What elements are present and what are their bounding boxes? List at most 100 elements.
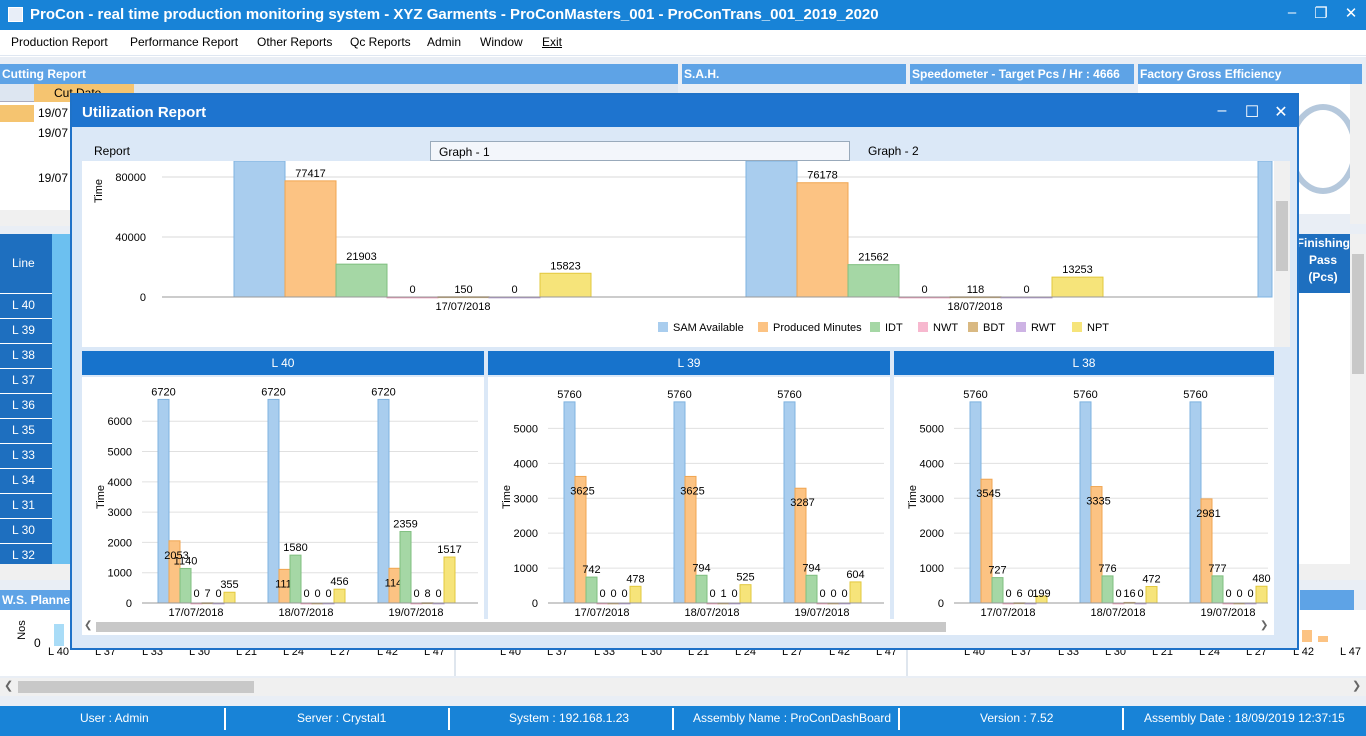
bar [796,182,849,298]
lines-hscrollbar[interactable] [0,564,70,580]
menu-production-report[interactable]: Production Report [11,35,108,49]
bar [805,574,818,604]
bar-value-label: 478 [626,573,644,585]
ytick-label: 6000 [108,416,132,428]
ytick-label: 3000 [514,493,538,505]
bar-value-label: 525 [736,572,754,584]
legend-label: NPT [1087,322,1109,334]
bar-value-label: 0 [819,588,825,600]
line-item[interactable]: L 31 [0,494,52,519]
bar [289,554,302,604]
bar-value-label: 0 [1023,284,1029,296]
status-system: System : 192.168.1.23 [509,711,630,725]
bar-value-label: 6720 [371,386,395,398]
dialog-close-icon[interactable]: ✕ [1274,104,1288,121]
bar-value-label: 5760 [557,389,581,401]
menu-window[interactable]: Window [480,35,523,49]
bar-value-label: 0 [303,588,309,600]
bar-value-label: 0 [409,284,415,296]
cutting-hscrollbar[interactable] [0,210,70,226]
legend-label: RWT [1031,322,1056,334]
bar-value-label: 0 [841,588,847,600]
menu-qc-reports[interactable]: Qc Reports [350,35,411,49]
bar-value-label: 5760 [1073,389,1097,401]
dialog-hscrollbar[interactable]: ❮ ❯ [82,619,1274,635]
bar-value-label: 6 [1016,588,1022,600]
finishing-header: Finishing Pass (Pcs) [1296,234,1350,294]
dialog-maximize-icon[interactable]: ☐ [1244,104,1260,121]
main-hscrollbar[interactable]: ❮ ❯ [0,678,1366,696]
status-assembly-name: Assembly Name : ProConDashBoard [693,711,892,725]
dialog-title: Utilization Report [82,104,207,121]
xtick-label: 17/07/2018 [574,607,629,619]
menu-performance-report[interactable]: Performance Report [130,35,239,49]
legend-swatch [918,322,928,332]
xtick-label: 19/07/2018 [388,607,443,619]
dialog-minimize-icon[interactable]: – [1217,102,1227,119]
line-item[interactable]: L 39 [0,319,52,344]
right-vscrollbar-top[interactable] [1350,84,1366,224]
right-vscrollbar[interactable] [1350,234,1366,564]
minimize-icon[interactable]: – [1287,4,1297,21]
bar-value-label: 5760 [777,389,801,401]
line-item[interactable]: L 33 [0,444,52,469]
lines-hscrollbar-right[interactable] [1296,564,1366,580]
bar [695,574,708,604]
bar-value-label: 0 [1247,588,1253,600]
line-item[interactable]: L 34 [0,469,52,494]
legend-label: NWT [933,322,958,334]
summary-vscrollbar[interactable] [1274,161,1290,347]
bar-value-label: 5760 [963,389,987,401]
bar-value-label: 6720 [261,386,285,398]
bar-value-label: 8 [424,588,430,600]
bar-value-label: 480 [1252,573,1270,585]
line-item[interactable]: L 37 [0,369,52,394]
restore-icon[interactable]: ❐ [1314,5,1328,22]
bar-value-label: 76178 [807,170,838,182]
bar-value-label: 0 [1115,588,1121,600]
ws-xtick-label: L 47 [1340,646,1362,658]
menu-admin[interactable]: Admin [427,35,462,49]
xtick-label: 17/07/2018 [168,607,223,619]
legend-swatch [1016,322,1026,332]
bar-value-label: 3545 [976,488,1000,500]
line-item[interactable]: L 35 [0,419,52,444]
close-icon[interactable]: ✕ [1344,5,1358,22]
line-item[interactable]: L 40 [0,294,52,319]
menu-exit[interactable]: Exit [542,35,563,49]
tab-graph-2[interactable]: Graph - 2 [868,144,919,158]
ytick-label: 1000 [514,563,538,575]
line-item[interactable]: L 38 [0,344,52,369]
bar-value-label: 776 [1098,563,1116,575]
tab-report[interactable]: Report [94,144,131,158]
bar-value-label: 5760 [1183,389,1207,401]
bar [1051,276,1104,298]
line-item[interactable]: L 30 [0,519,52,544]
bar-value-label: 0 [1225,588,1231,600]
bar [267,398,280,604]
bar [179,567,192,604]
line-item[interactable]: L 36 [0,394,52,419]
sah-header: S.A.H. [682,64,906,84]
bar [847,264,900,298]
xtick-label: 17/07/2018 [980,607,1035,619]
legend-label: Produced Minutes [773,322,862,334]
dialog-title-bar: Utilization Report – ☐ ✕ [72,95,1297,127]
y-axis-label: Time [907,485,919,509]
finishing-values [1296,294,1350,564]
legend-swatch [658,322,668,332]
factory-efficiency-header: Factory Gross Efficiency [1138,64,1362,84]
line-chart-l40: 0 1000 2000 3000 4000 5000 6000 Time 6720 2053114… [95,386,478,619]
menu-other-reports[interactable]: Other Reports [257,35,333,49]
bar-value-label: 3625 [570,485,594,497]
bar [284,180,337,298]
tab-graph-1[interactable]: Graph - 1 [430,141,850,161]
bar-value-label: 0 [610,588,616,600]
ytick-label: 5000 [514,423,538,435]
ytick-label: 3000 [108,507,132,519]
ytick-label: 2000 [108,537,132,549]
ytick-label: 2000 [514,528,538,540]
bar [1101,575,1114,604]
xtick-label: 18/07/2018 [684,607,739,619]
ytick-label: 5000 [108,447,132,459]
